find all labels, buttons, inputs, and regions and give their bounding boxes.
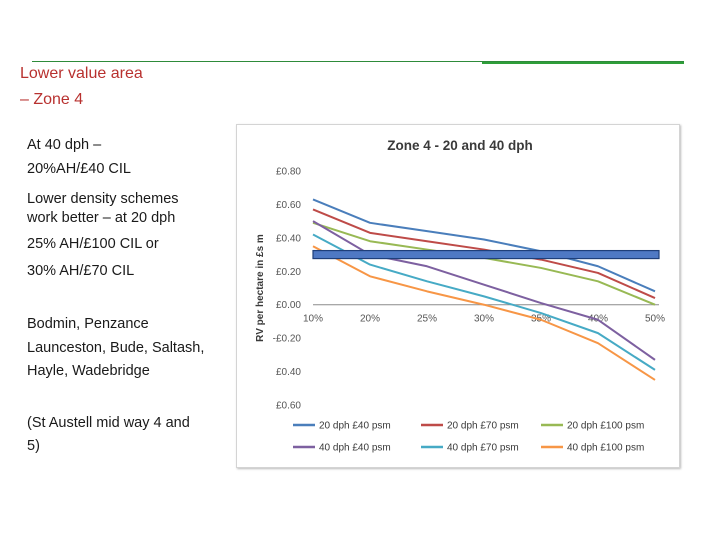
y-tick-label: £0.20 [276,267,301,278]
series-line-6 [312,245,656,381]
legend-label-6: 40 dph £100 psm [567,443,644,454]
note-line: Launceston, Bude, Saltash, [27,340,205,356]
note-line: Bodmin, Penzance [27,316,149,332]
y-tick-label: £0.40 [276,233,301,244]
slide-title-line1: Lower value area [20,65,143,82]
legend-label-4: 40 dph £40 psm [319,443,391,454]
note-line: Lower density schemes [27,191,179,207]
y-tick-label: £0.60 [276,401,301,412]
y-tick-label: £0.40 [276,367,301,378]
series-line-4 [312,220,656,361]
note-line: Hayle, Wadebridge [27,363,150,379]
y-tick-label: £0.60 [276,200,301,211]
x-tick-label: 10% [303,314,323,325]
x-tick-label: 20% [360,314,380,325]
y-tick-label: -£0.20 [273,334,302,345]
note-line: (St Austell mid way 4 and [27,415,190,431]
header-rule-accent [482,62,684,64]
note-line: 30% AH/£70 CIL [27,263,135,279]
note-line: 25% AH/£100 CIL or [27,236,159,252]
series-line-2 [312,208,656,299]
series-line-3 [312,221,656,306]
note-line: 20%AH/£40 CIL [27,161,131,177]
note-line: 5) [27,438,40,454]
highlight-band [312,249,660,260]
series-line-1 [312,198,656,293]
line-chart: Zone 4 - 20 and 40 dph RV per hectare in … [255,138,665,454]
note-line: At 40 dph – [27,137,102,153]
legend-label-3: 20 dph £100 psm [567,421,644,432]
chart-title: Zone 4 - 20 and 40 dph [387,138,533,153]
series-line-5 [312,233,656,371]
y-tick-label: £0.00 [276,300,301,311]
legend-label-2: 20 dph £70 psm [447,421,519,432]
note-line: work better – at 20 dph [27,210,176,226]
slide-title-line2: – Zone 4 [20,91,84,108]
x-tick-label: 50% [645,314,665,325]
y-axis-label: RV per hectare in £s m [255,234,266,342]
x-tick-label: 30% [474,314,494,325]
y-tick-label: £0.80 [276,167,301,178]
x-tick-label: 25% [417,314,437,325]
header-rule [32,61,684,62]
legend-label-5: 40 dph £70 psm [447,443,519,454]
chart-frame: Zone 4 - 20 and 40 dph RV per hectare in … [236,124,680,468]
legend-label-1: 20 dph £40 psm [319,421,391,432]
